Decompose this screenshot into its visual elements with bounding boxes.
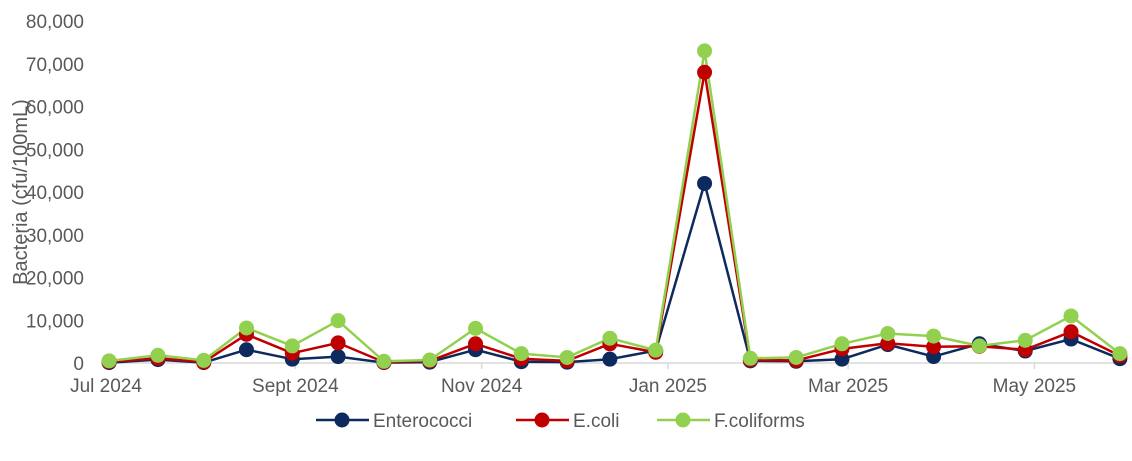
data-point: [468, 336, 484, 352]
y-tick-label: 10,000: [26, 311, 84, 332]
data-point: [742, 350, 758, 366]
series-lines: [108, 49, 1121, 364]
data-point: [834, 351, 850, 367]
data-point: [602, 330, 618, 346]
legend-marker: [334, 412, 350, 428]
data-point: [697, 175, 713, 191]
x-tick-label: Sept 2024: [252, 376, 339, 397]
y-tick-label: 30,000: [26, 226, 84, 247]
y-axis-title-group: Bacteria (cfu/100mL): [10, 99, 32, 285]
y-tick-label: 0: [73, 354, 84, 375]
data-point: [150, 347, 166, 363]
legend-marker: [534, 412, 550, 428]
legend: Enterococci E.coli F.coliforms: [316, 411, 805, 432]
data-point: [1063, 324, 1079, 340]
data-point: [101, 353, 117, 369]
data-point: [376, 353, 392, 369]
legend-label: Enterococci: [373, 411, 472, 432]
series-points: [101, 43, 1128, 371]
data-point: [697, 64, 713, 80]
series-line-ecoli: [109, 71, 1121, 364]
data-point: [284, 338, 300, 354]
data-point: [1017, 332, 1033, 348]
y-tick-label: 60,000: [26, 98, 84, 119]
data-point: [559, 349, 575, 365]
legend-marker: [675, 412, 691, 428]
data-point: [697, 43, 713, 59]
y-tick-label: 80,000: [26, 12, 84, 33]
y-tick-label: 20,000: [26, 269, 84, 290]
data-point: [330, 335, 346, 351]
data-point: [926, 339, 942, 355]
data-point: [330, 313, 346, 329]
y-axis-title: Bacteria (cfu/100mL): [10, 99, 32, 285]
x-tick-label: Jul 2024: [70, 376, 142, 397]
data-point: [834, 336, 850, 352]
x-axis-ticks: Jul 2024 Sept 2024 Nov 2024 Jan 2025 Mar 202…: [70, 363, 1076, 397]
data-point: [468, 320, 484, 336]
data-point: [602, 351, 618, 367]
series-line-fcoliforms: [108, 49, 1121, 363]
data-point: [788, 349, 804, 365]
data-point: [880, 326, 896, 342]
data-point: [330, 349, 346, 365]
data-point: [513, 346, 529, 362]
data-point: [1063, 308, 1079, 324]
data-point: [971, 338, 987, 354]
x-tick-label: Nov 2024: [441, 376, 523, 397]
x-tick-label: Mar 2025: [808, 376, 888, 397]
data-point: [926, 328, 942, 344]
legend-label: E.coli: [573, 411, 619, 432]
y-axis-ticks: 0 10,000 20,000 30,000 40,000 50,000 60,000 70,…: [26, 12, 84, 375]
y-tick-label: 40,000: [26, 183, 84, 204]
data-point: [648, 342, 664, 358]
data-point: [1112, 346, 1128, 362]
data-point: [238, 342, 254, 358]
data-point: [238, 320, 254, 336]
data-point: [422, 352, 438, 368]
y-tick-label: 70,000: [26, 55, 84, 76]
legend-label: F.coliforms: [714, 411, 805, 432]
x-tick-label: May 2025: [993, 376, 1076, 397]
y-tick-label: 50,000: [26, 140, 84, 161]
data-point: [196, 352, 212, 368]
x-tick-label: Jan 2025: [629, 376, 707, 397]
